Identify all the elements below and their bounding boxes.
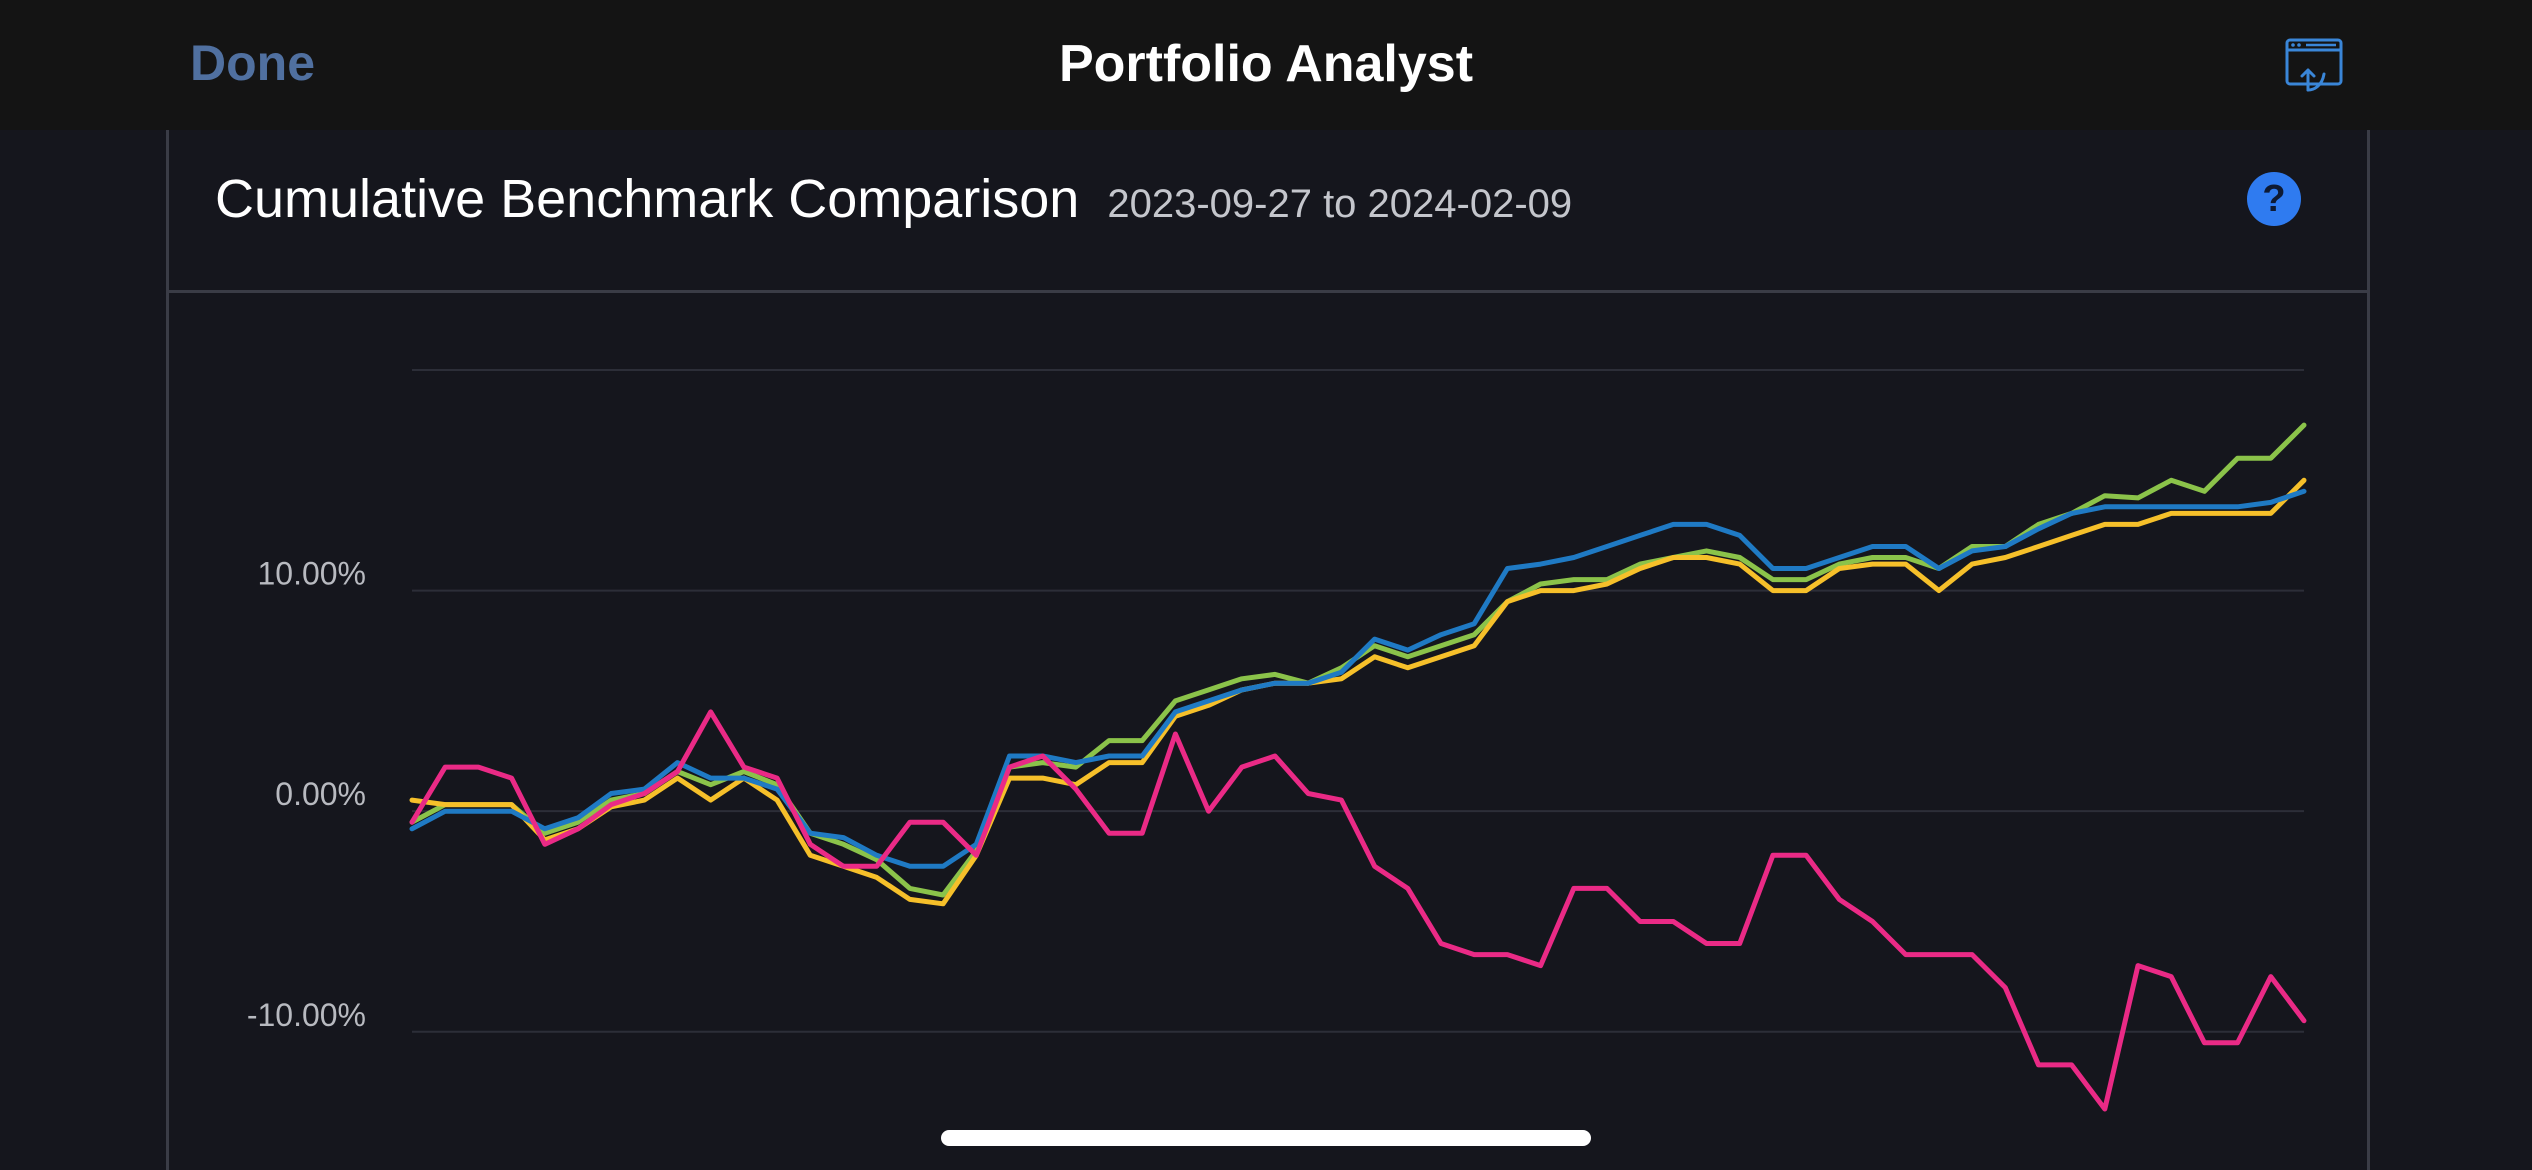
share-window-icon[interactable] [2284, 36, 2344, 96]
done-button[interactable]: Done [190, 35, 315, 91]
y-tick-label: 10.00% [257, 556, 366, 592]
chart-title: Cumulative Benchmark Comparison 2023-09-2… [215, 168, 1572, 230]
y-tick-label: 0.00% [275, 776, 366, 812]
navigation-bar: Done Portfolio Analyst [0, 0, 2532, 130]
home-indicator[interactable] [941, 1130, 1591, 1146]
series-line-1 [409, 477, 2307, 907]
date-range: 2023-09-27 to 2024-02-09 [1107, 182, 1573, 226]
help-icon[interactable]: ? [2247, 172, 2301, 226]
chart-title-text: Cumulative Benchmark Comparison [215, 169, 1080, 229]
series-line-2 [409, 488, 2307, 869]
series-line-3 [409, 709, 2307, 1112]
series-line-0 [409, 422, 2307, 898]
share-window-icon-graphic [2285, 38, 2343, 92]
page-title: Portfolio Analyst [1058, 35, 1474, 93]
panel-header: Cumulative Benchmark Comparison 2023-09-2… [169, 130, 2367, 293]
y-tick-label: -10.00% [247, 997, 366, 1033]
benchmark-panel: Cumulative Benchmark Comparison 2023-09-2… [166, 130, 2370, 1170]
